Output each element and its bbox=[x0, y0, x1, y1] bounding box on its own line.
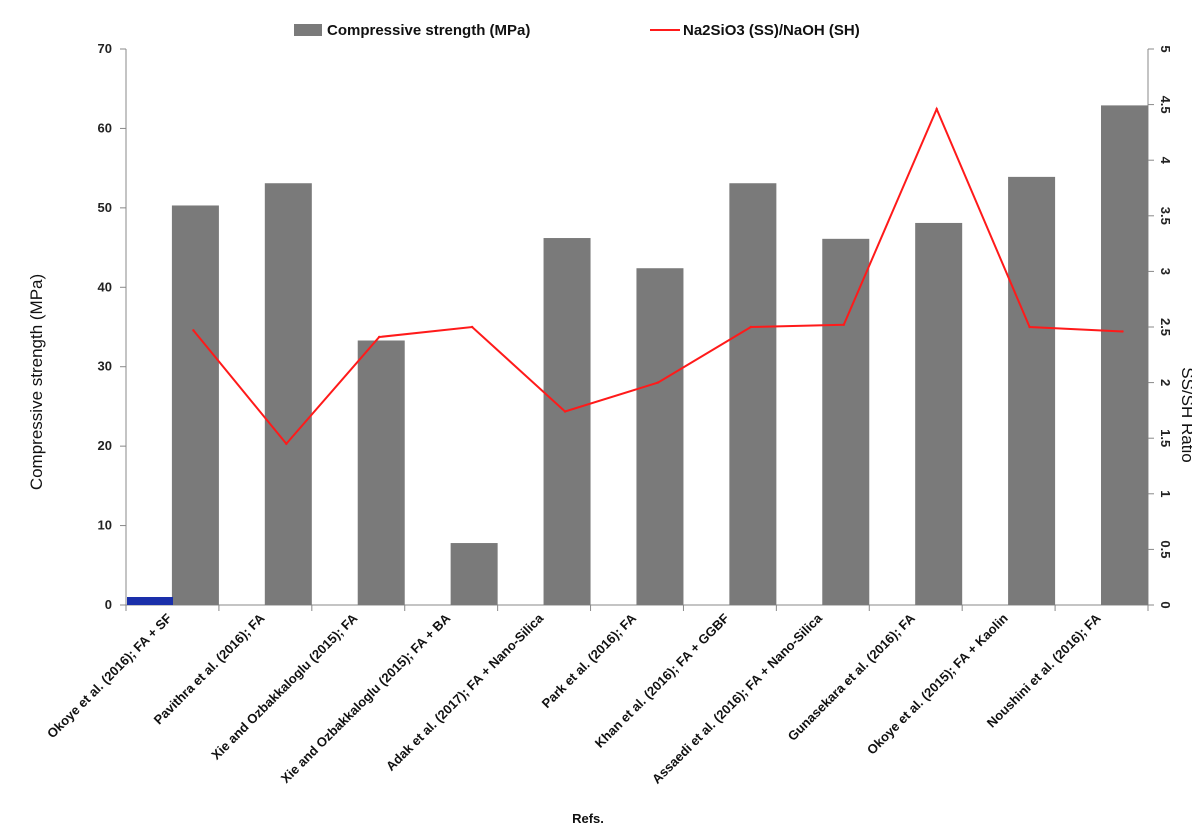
line-point-ss-sh-ratio bbox=[749, 325, 753, 329]
y-tick-label: 50 bbox=[98, 200, 112, 215]
y-axis-title: Compressive strength (MPa) bbox=[27, 274, 46, 490]
y-tick-label: 40 bbox=[98, 279, 112, 294]
bar-compressive-strength bbox=[543, 238, 591, 606]
line-point-ss-sh-ratio bbox=[192, 329, 195, 332]
bar-compressive-strength bbox=[264, 183, 312, 605]
y2-axis-title: SS/SH Ratio bbox=[1178, 367, 1192, 462]
legend-label-ss-sh-ratio: Na2SiO3 (SS)/NaOH (SH) bbox=[683, 22, 860, 39]
y-tick-label: 20 bbox=[98, 438, 112, 453]
x-category-label: Assaedi et al. (2016); FA + Nano-Silica bbox=[649, 610, 826, 787]
x-axis-title: Refs. bbox=[572, 811, 604, 826]
x-category-label: Xie and Ozbakkaloglu (2015); FA + BA bbox=[278, 610, 454, 786]
line-point-ss-sh-ratio bbox=[842, 323, 845, 326]
y2-tick-label: 3 bbox=[1158, 268, 1173, 275]
x-category-label: Xie and Ozbakkaloglu (2015); FA bbox=[208, 610, 361, 763]
y2-tick-label: 0.5 bbox=[1158, 540, 1173, 558]
x-category-label: Adak et al. (2017); FA + Nano-Silica bbox=[383, 610, 547, 774]
y2-tick-label: 4 bbox=[1158, 157, 1173, 165]
y-tick-label: 30 bbox=[98, 359, 112, 374]
x-category-label: Park et al. (2016); FA bbox=[539, 610, 640, 711]
line-point-ss-sh-ratio bbox=[470, 325, 474, 329]
legend-label-compressive-strength: Compressive strength (MPa) bbox=[327, 22, 530, 39]
y-tick-label: 10 bbox=[98, 518, 112, 533]
bar-compressive-strength bbox=[822, 238, 870, 605]
bar-compressive-strength bbox=[915, 222, 963, 605]
bar-compressive-strength bbox=[636, 268, 684, 605]
bars bbox=[127, 105, 1148, 606]
bar-compressive-strength bbox=[1101, 105, 1148, 605]
labels: Compressive strength (MPa) SS/SH Ratio R… bbox=[27, 274, 1192, 826]
line-point-ss-sh-ratio bbox=[656, 381, 660, 384]
y-tick-label: 60 bbox=[98, 120, 112, 135]
line-point-ss-sh-ratio bbox=[285, 442, 288, 445]
line-point-ss-sh-ratio bbox=[563, 410, 567, 413]
line-point-ss-sh-ratio bbox=[1121, 330, 1124, 333]
line-point-ss-sh-ratio bbox=[1028, 325, 1031, 329]
y2-tick-label: 2.5 bbox=[1158, 318, 1173, 336]
y2-tick-label: 1 bbox=[1158, 490, 1173, 497]
bar-compressive-strength bbox=[1008, 176, 1056, 605]
legend-swatch-compressive-strength bbox=[294, 24, 322, 36]
y2-tick-label: 4.5 bbox=[1158, 96, 1173, 114]
bar-compressive-strength bbox=[729, 183, 777, 605]
y2-tick-label: 3.5 bbox=[1158, 207, 1173, 225]
y2-tick-label: 1.5 bbox=[1158, 429, 1173, 447]
y2-tick-label: 2 bbox=[1158, 379, 1173, 386]
bar-compressive-strength bbox=[357, 340, 405, 605]
line-series bbox=[192, 106, 1124, 446]
bar-compressive-strength bbox=[171, 205, 219, 605]
y2-tick-label: 0 bbox=[1158, 601, 1173, 608]
line-point-ss-sh-ratio bbox=[935, 107, 938, 111]
bar-compressive-strength bbox=[450, 543, 498, 605]
y-tick-label: 70 bbox=[98, 41, 112, 56]
line-point-ss-sh-ratio bbox=[378, 335, 381, 339]
y-tick-label: 0 bbox=[105, 597, 112, 612]
baseline-marker bbox=[127, 597, 173, 605]
y2-tick-label: 5 bbox=[1158, 45, 1173, 52]
legend: Compressive strength (MPa) Na2SiO3 (SS)/… bbox=[294, 22, 860, 39]
